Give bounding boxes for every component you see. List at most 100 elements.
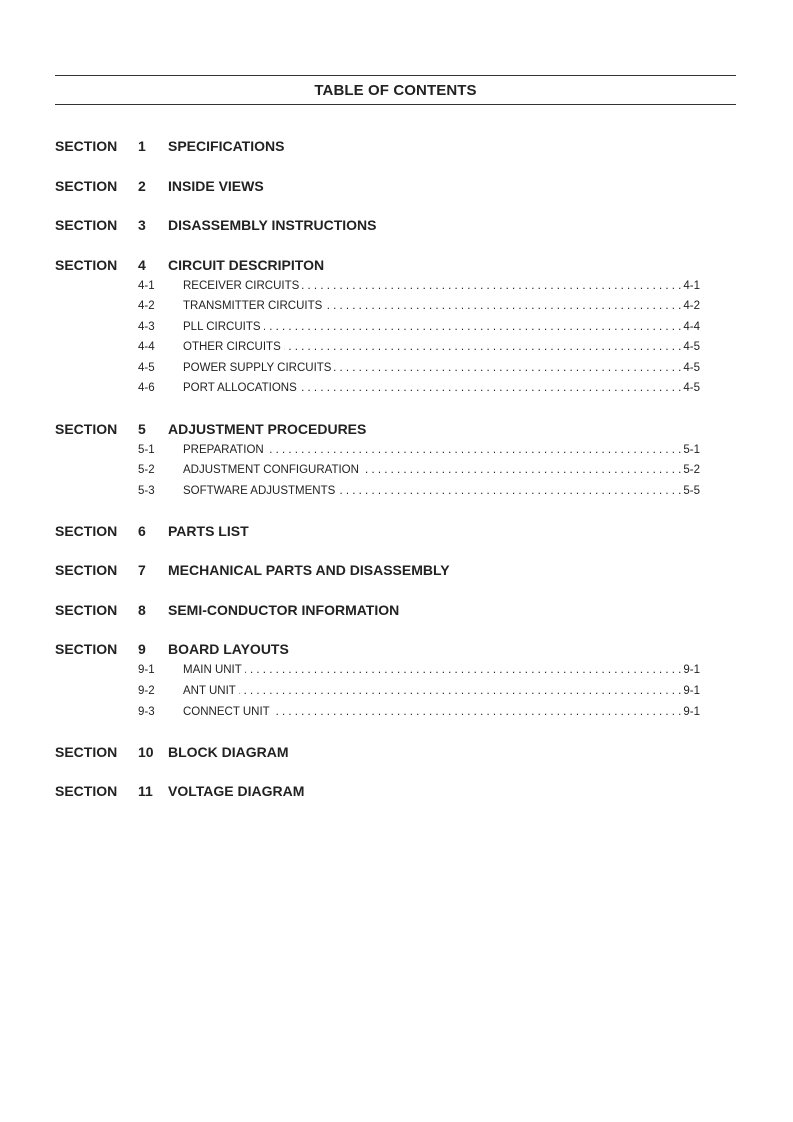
section-title: MECHANICAL PARTS AND DISASSEMBLY [168,562,450,579]
section-heading[interactable]: SECTION 1 SPECIFICATIONS [55,136,700,156]
toc-entry[interactable]: 9-1 MAIN UNIT 9-1 [55,660,700,681]
section-heading[interactable]: SECTION 10 BLOCK DIAGRAM [55,742,700,762]
toc-section: SECTION 2 INSIDE VIEWS [55,176,700,196]
toc-entry[interactable]: 9-2 ANT UNIT 9-1 [55,681,700,702]
subsection-title: MAIN UNIT [183,664,242,677]
toc-section: SECTION 5 ADJUSTMENT PROCEDURES 5-1 PREP… [55,419,700,502]
title-rule [55,104,736,105]
section-heading[interactable]: SECTION 8 SEMI-CONDUCTOR INFORMATION [55,600,700,620]
subsection-number: 5-1 [138,443,155,456]
subsection-title: TRANSMITTER CIRCUITS [183,300,323,313]
section-number: 4 [138,256,146,273]
page-number: 4-2 [683,300,700,313]
subsection-title: OTHER CIRCUITS [183,341,281,354]
dot-leader [273,702,682,723]
page-number: 5-1 [683,443,700,456]
toc-entry[interactable]: 5-3 SOFTWARE ADJUSTMENTS 5-5 [55,481,700,502]
subsection-number: 4-5 [138,361,155,374]
section-number: 11 [138,783,153,800]
section-title: PARTS LIST [168,522,249,539]
section-heading[interactable]: SECTION 5 ADJUSTMENT PROCEDURES [55,419,700,439]
toc-section: SECTION 9 BOARD LAYOUTS 9-1 MAIN UNIT 9-… [55,639,700,722]
section-heading[interactable]: SECTION 2 INSIDE VIEWS [55,176,700,196]
section-number: 7 [138,562,146,579]
subsection-number: 5-2 [138,464,155,477]
section-label: SECTION [55,641,118,658]
dot-leader [264,317,682,338]
subsection-number: 9-2 [138,684,155,697]
subsection-title: PREPARATION [183,443,264,456]
section-heading[interactable]: SECTION 3 DISASSEMBLY INSTRUCTIONS [55,215,700,235]
dot-leader [284,337,682,358]
subsection-title: RECEIVER CIRCUITS [183,279,300,292]
section-title: INSIDE VIEWS [168,177,264,194]
section-heading[interactable]: SECTION 11 VOLTAGE DIAGRAM [55,781,700,801]
toc-section: SECTION 10 BLOCK DIAGRAM [55,742,700,762]
section-label: SECTION [55,743,118,760]
subsection-title: PORT ALLOCATIONS [183,382,297,395]
toc-entry[interactable]: 5-2 ADJUSTMENT CONFIGURATION 5-2 [55,460,700,481]
toc-section: SECTION 6 PARTS LIST [55,521,700,541]
section-title: BOARD LAYOUTS [168,641,289,658]
section-label: SECTION [55,177,118,194]
section-label: SECTION [55,420,118,437]
toc-section: SECTION 7 MECHANICAL PARTS AND DISASSEMB… [55,560,700,580]
toc-section: SECTION 1 SPECIFICATIONS [55,136,700,156]
section-title: ADJUSTMENT PROCEDURES [168,420,367,437]
dot-leader [302,276,681,297]
page-number: 5-2 [683,464,700,477]
section-number: 3 [138,217,146,233]
section-heading[interactable]: SECTION 6 PARTS LIST [55,521,700,541]
dot-leader [338,481,681,502]
subsection-number: 9-3 [138,705,155,718]
section-title: DISASSEMBLY INSTRUCTIONS [168,217,377,233]
table-of-contents: SECTION 1 SPECIFICATIONS SECTION 2 INSID… [55,136,700,821]
subsection-title: PLL CIRCUITS [183,320,261,333]
page-number: 9-1 [683,684,700,697]
subsection-title: ADJUSTMENT CONFIGURATION [183,464,359,477]
toc-entry[interactable]: 4-1 RECEIVER CIRCUITS 4-1 [55,276,700,297]
section-heading[interactable]: SECTION 9 BOARD LAYOUTS [55,639,700,659]
section-heading[interactable]: SECTION 4 CIRCUIT DESCRIPITON [55,255,700,275]
page-number: 4-5 [683,341,700,354]
page-number: 4-4 [683,320,700,333]
toc-entry[interactable]: 4-5 POWER SUPPLY CIRCUITS 4-5 [55,358,700,379]
section-title: SEMI-CONDUCTOR INFORMATION [168,601,400,618]
toc-section: SECTION 3 DISASSEMBLY INSTRUCTIONS [55,215,700,235]
page-number: 4-1 [683,279,700,292]
page-title: TABLE OF CONTENTS [314,82,477,99]
subsection-title: CONNECT UNIT [183,705,270,718]
section-number: 1 [138,138,146,154]
toc-entry[interactable]: 4-6 PORT ALLOCATIONS 4-5 [55,378,700,399]
section-label: SECTION [55,138,118,154]
toc-entry[interactable]: 4-4 OTHER CIRCUITS 4-5 [55,337,700,358]
subsection-number: 4-6 [138,382,155,395]
section-number: 5 [138,420,146,437]
dot-leader [362,460,681,481]
subsection-title: POWER SUPPLY CIRCUITS [183,361,332,374]
section-label: SECTION [55,783,118,800]
subsection-number: 4-4 [138,341,155,354]
section-number: 8 [138,601,146,618]
page-number: 9-1 [683,705,700,718]
page-number: 4-5 [683,361,700,374]
page-number: 9-1 [683,664,700,677]
subsection-title: SOFTWARE ADJUSTMENTS [183,484,336,497]
section-title: VOLTAGE DIAGRAM [168,783,305,800]
section-title: CIRCUIT DESCRIPITON [168,256,325,273]
section-heading[interactable]: SECTION 7 MECHANICAL PARTS AND DISASSEMB… [55,560,700,580]
toc-entry[interactable]: 5-1 PREPARATION 5-1 [55,440,700,461]
page-number: 5-5 [683,484,700,497]
section-label: SECTION [55,601,118,618]
subsection-number: 4-1 [138,279,155,292]
subsection-number: 9-1 [138,664,155,677]
toc-entry[interactable]: 4-2 TRANSMITTER CIRCUITS 4-2 [55,296,700,317]
subsection-number: 4-3 [138,320,155,333]
toc-entry[interactable]: 9-3 CONNECT UNIT 9-1 [55,702,700,723]
section-title: BLOCK DIAGRAM [168,743,289,760]
toc-section: SECTION 4 CIRCUIT DESCRIPITON 4-1 RECEIV… [55,255,700,400]
dot-leader [245,660,682,681]
subsection-list: 4-1 RECEIVER CIRCUITS 4-1 4-2 TRANSMITTE… [55,276,700,400]
toc-entry[interactable]: 4-3 PLL CIRCUITS 4-4 [55,317,700,338]
top-rule [55,75,736,76]
